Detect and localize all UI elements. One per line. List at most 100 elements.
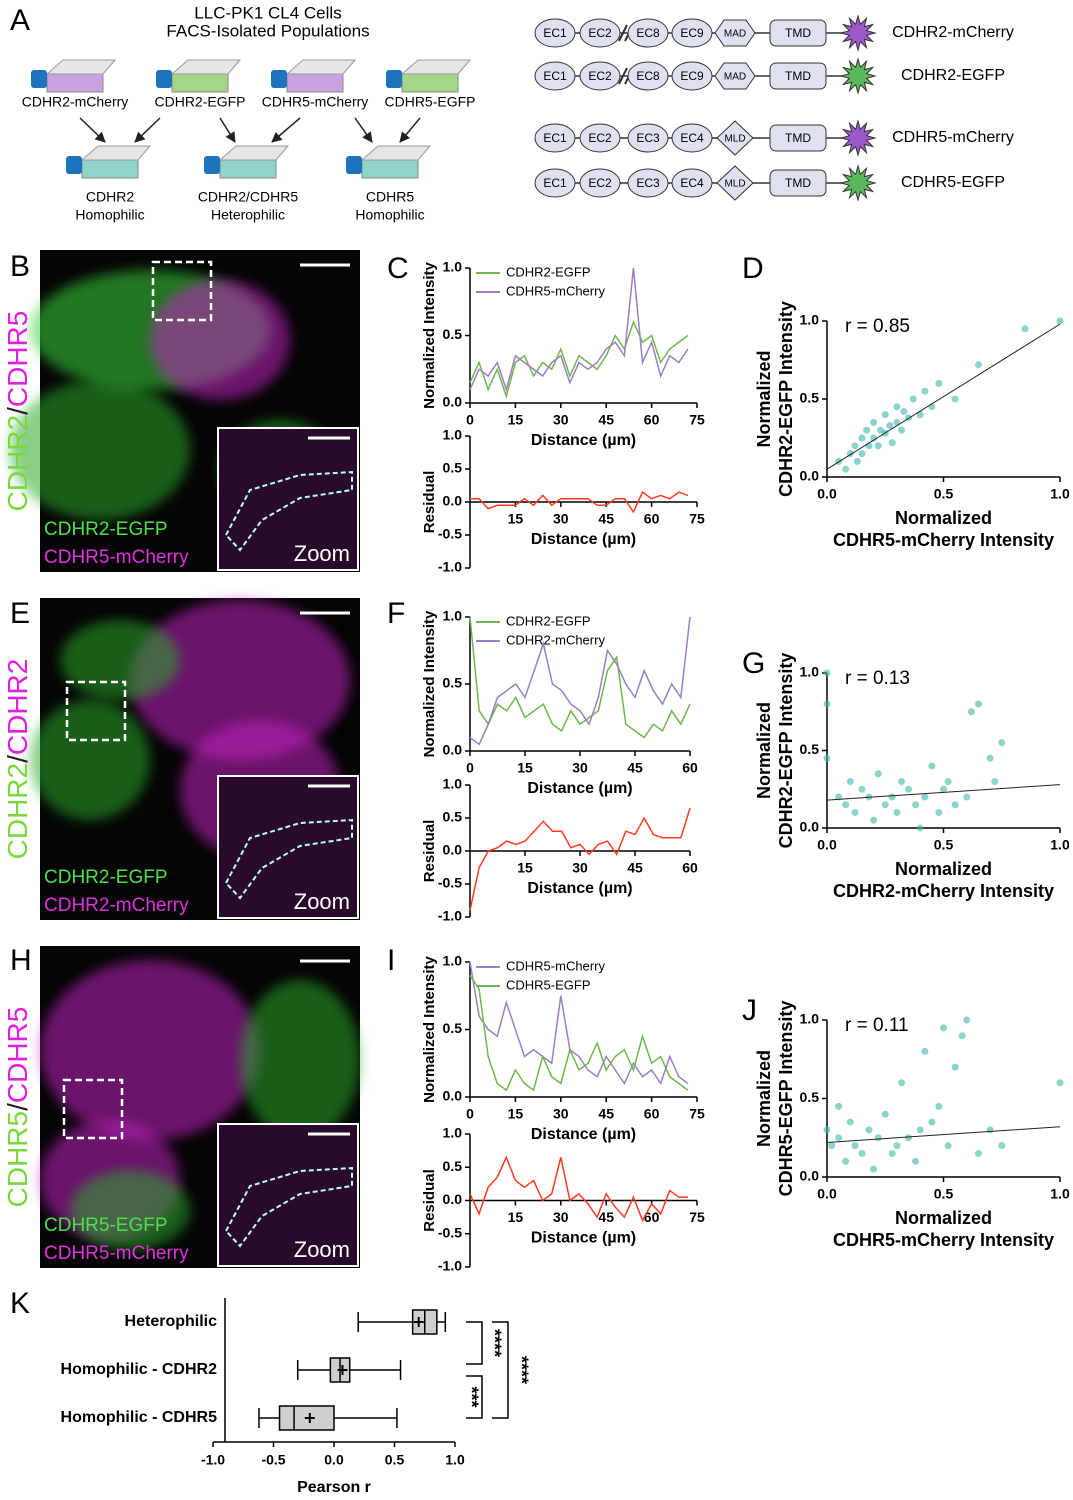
y-tick-label: 0.5 [443, 1020, 463, 1036]
zoom-region [65, 680, 127, 742]
point [893, 809, 901, 816]
domain-label: EC2 [588, 69, 612, 83]
domain [579, 123, 621, 153]
x-tick-label: 0.5 [934, 486, 954, 502]
point [823, 669, 831, 677]
construct-name: CDHR2-mCherry [892, 24, 1014, 41]
y-axis-title: CDHR2-EGFP Intensity [776, 301, 796, 497]
domain [716, 165, 754, 201]
point [998, 1142, 1006, 1150]
y-axis-title: Normalized Intensity [421, 610, 438, 757]
x-tick-label: 15 [517, 860, 533, 876]
fluorescence [30, 700, 150, 820]
zoom-region [151, 260, 213, 322]
domain [534, 168, 576, 198]
legend-label: CDHR5-mCherry [506, 958, 605, 973]
domain [627, 18, 669, 48]
y-tick-label: 0.0 [443, 493, 463, 509]
domain [579, 61, 621, 91]
point [870, 816, 878, 824]
mean-marker [304, 1413, 315, 1423]
arrow [134, 117, 161, 143]
y-axis-title: Residual [421, 820, 438, 883]
flask [80, 145, 152, 161]
panel-letter: J [742, 994, 757, 1027]
point [893, 418, 901, 426]
y-tick-label: 0.5 [443, 460, 463, 476]
x-tick-label: 60 [644, 1209, 660, 1225]
correlation-label: r = 0.85 [845, 316, 910, 337]
flask-cap [204, 156, 220, 174]
point [935, 379, 943, 387]
side-label-part: CDHR2 [2, 415, 33, 511]
y-tick-label: -0.5 [438, 1224, 462, 1240]
panel-letter: H [10, 944, 32, 977]
point [898, 778, 906, 785]
point [835, 1134, 843, 1142]
coculture-label: Homophilic [75, 207, 144, 223]
series-line [469, 961, 689, 1086]
significance-label: *** [461, 1386, 481, 1407]
x-tick-label: 45 [598, 412, 614, 428]
x-axis-title: Normalized [895, 859, 992, 879]
domain-label: EC1 [543, 26, 567, 40]
domain [534, 123, 576, 153]
fit-line [826, 1126, 1061, 1143]
point [935, 809, 943, 816]
zoom-outline [224, 818, 353, 900]
side-label-part: CDHR2 [2, 659, 33, 755]
point [858, 450, 866, 458]
panel-letter: A [10, 4, 30, 37]
x-tick-label: 15 [517, 760, 533, 776]
y-tick-label: 0.0 [443, 1191, 463, 1207]
point [963, 793, 971, 801]
x-tick-label: 0.5 [934, 837, 954, 853]
x-tick-label: -0.5 [261, 1452, 285, 1468]
point [935, 1102, 943, 1110]
point [912, 1157, 920, 1165]
point [951, 801, 959, 809]
point [874, 770, 882, 778]
zoom-inset [217, 427, 359, 571]
side-label: CDHR5/CDHR5 [2, 1007, 33, 1208]
fluorescent-tag [839, 14, 877, 52]
point [951, 395, 959, 403]
fluorescence [10, 380, 190, 520]
point [905, 1134, 913, 1142]
y-tick-label: 0.0 [800, 468, 820, 484]
point [870, 418, 878, 426]
point [888, 793, 896, 801]
domain-label: EC3 [636, 176, 660, 190]
zoom-label: Zoom [294, 541, 350, 566]
domain [714, 62, 756, 90]
domain-label: EC9 [680, 69, 704, 83]
domain [671, 61, 713, 91]
x-tick-label: 15 [508, 1209, 524, 1225]
side-label: CDHR2/CDHR2 [2, 659, 33, 860]
domain [627, 123, 669, 153]
y-tick-label: -1.0 [438, 559, 462, 575]
y-axis-title: CDHR2-EGFP Intensity [776, 653, 796, 849]
point [828, 1142, 836, 1150]
flask [361, 159, 419, 179]
significance-bracket [466, 1321, 483, 1365]
domain-label: EC1 [543, 176, 567, 190]
flask-cap [31, 70, 47, 88]
point [963, 1016, 971, 1024]
domain-label: TMD [785, 26, 811, 40]
point [858, 1149, 866, 1157]
legend-label: CDHR5-EGFP [506, 977, 591, 992]
coculture-label: Heterophilic [211, 207, 285, 223]
y-tick-label: -1.0 [438, 1258, 462, 1274]
panel-letter: I [387, 944, 395, 977]
point [944, 778, 952, 785]
flask [360, 145, 432, 161]
point [998, 739, 1006, 747]
x-tick-label: 0.0 [817, 1186, 837, 1202]
x-tick-label: 0.0 [817, 837, 837, 853]
x-tick-label: 30 [553, 511, 569, 527]
point [870, 1165, 878, 1173]
y-tick-label: 0.5 [800, 1089, 820, 1105]
point [881, 801, 889, 809]
point [853, 457, 861, 465]
